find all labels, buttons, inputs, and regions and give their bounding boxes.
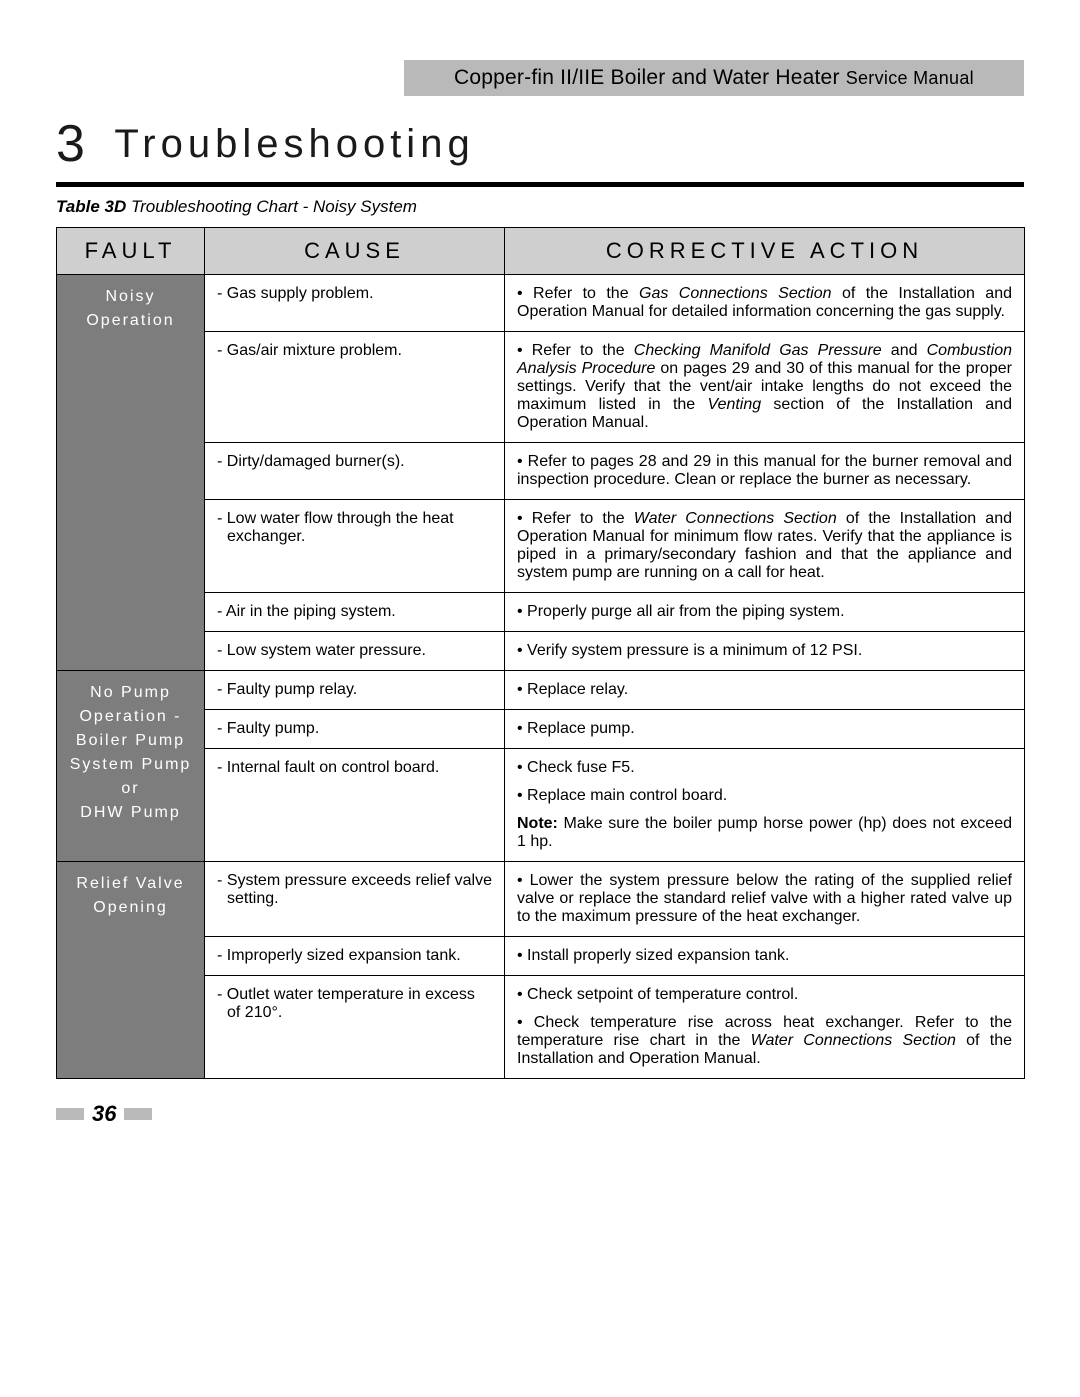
action-cell: • Install properly sized expansion tank. xyxy=(505,937,1025,976)
cause-cell: - Low system water pressure. xyxy=(205,632,505,671)
cause-cell: - Internal fault on control board. xyxy=(205,749,505,862)
page-number: 36 xyxy=(92,1101,116,1127)
action-cell: • Replace pump. xyxy=(505,710,1025,749)
section-name: Troubleshooting xyxy=(114,122,474,166)
table-row: No PumpOperation -Boiler PumpSystem Pump… xyxy=(57,671,1025,710)
table-row: Relief ValveOpening- System pressure exc… xyxy=(57,862,1025,937)
page: Copper-fin II/IIE Boiler and Water Heate… xyxy=(0,0,1080,1157)
troubleshooting-table: FAULT CAUSE CORRECTIVE ACTION NoisyOpera… xyxy=(56,227,1025,1079)
cause-cell: - Improperly sized expansion tank. xyxy=(205,937,505,976)
cause-cell: - Gas supply problem. xyxy=(205,275,505,332)
header-product: Copper-fin II/IIE Boiler and Water Heate… xyxy=(454,66,840,89)
action-cell: • Properly purge all air from the piping… xyxy=(505,593,1025,632)
action-cell: • Refer to the Gas Connections Section o… xyxy=(505,275,1025,332)
action-cell: • Check fuse F5.• Replace main control b… xyxy=(505,749,1025,862)
cause-cell: - Faulty pump relay. xyxy=(205,671,505,710)
fault-cell: NoisyOperation xyxy=(57,275,205,671)
table-row: NoisyOperation- Gas supply problem.• Ref… xyxy=(57,275,1025,332)
table-caption-label: Table 3D xyxy=(56,197,126,216)
action-cell: • Verify system pressure is a minimum of… xyxy=(505,632,1025,671)
section-title: 3 Troubleshooting xyxy=(56,114,1024,174)
action-cell: • Replace relay. xyxy=(505,671,1025,710)
action-cell: • Check setpoint of temperature control.… xyxy=(505,976,1025,1079)
cause-cell: - Low water flow through the heat exchan… xyxy=(205,500,505,593)
action-cell: • Lower the system pressure below the ra… xyxy=(505,862,1025,937)
section-rule xyxy=(56,182,1024,187)
header-doc-type: Service Manual xyxy=(846,68,974,88)
th-fault: FAULT xyxy=(57,228,205,275)
cause-cell: - System pressure exceeds relief valve s… xyxy=(205,862,505,937)
cause-cell: - Outlet water temperature in excess of … xyxy=(205,976,505,1079)
action-cell: • Refer to the Water Connections Section… xyxy=(505,500,1025,593)
fault-cell: Relief ValveOpening xyxy=(57,862,205,1079)
th-cause: CAUSE xyxy=(205,228,505,275)
cause-cell: - Gas/air mixture problem. xyxy=(205,332,505,443)
table-header-row: FAULT CAUSE CORRECTIVE ACTION xyxy=(57,228,1025,275)
fault-cell: No PumpOperation -Boiler PumpSystem Pump… xyxy=(57,671,205,862)
page-number-decor-right xyxy=(124,1108,152,1120)
table-caption-body: Troubleshooting Chart - Noisy System xyxy=(131,197,417,216)
page-number-decor-left xyxy=(56,1108,84,1120)
action-cell: • Refer to pages 28 and 29 in this manua… xyxy=(505,443,1025,500)
cause-cell: - Dirty/damaged burner(s). xyxy=(205,443,505,500)
section-number: 3 xyxy=(56,115,85,173)
cause-cell: - Faulty pump. xyxy=(205,710,505,749)
page-number-bar: 36 xyxy=(56,1101,1024,1127)
table-caption: Table 3D Troubleshooting Chart - Noisy S… xyxy=(56,197,1024,217)
header-band: Copper-fin II/IIE Boiler and Water Heate… xyxy=(404,60,1024,96)
th-action: CORRECTIVE ACTION xyxy=(505,228,1025,275)
table-body: NoisyOperation- Gas supply problem.• Ref… xyxy=(57,275,1025,1079)
action-cell: • Refer to the Checking Manifold Gas Pre… xyxy=(505,332,1025,443)
cause-cell: - Air in the piping system. xyxy=(205,593,505,632)
